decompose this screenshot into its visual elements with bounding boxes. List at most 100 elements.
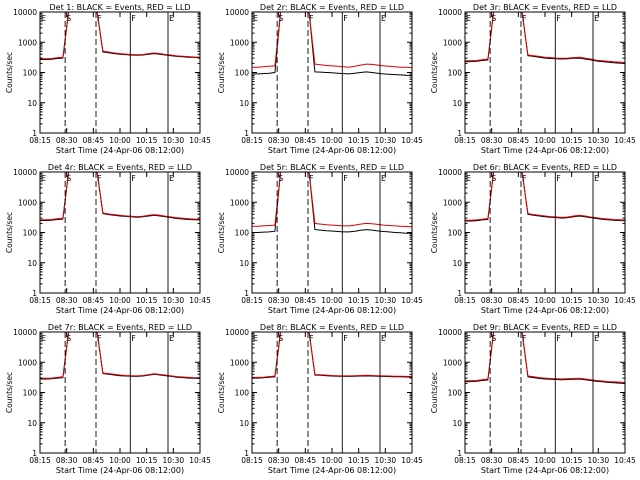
y-tick-label: 10 [27, 99, 37, 108]
plot-frame [251, 171, 413, 294]
marker-label: E [594, 14, 599, 23]
events-series-line [465, 11, 626, 64]
x-tick-label: 10:30 [375, 136, 397, 145]
x-axis-label: Start Time (24-Apr-06 08:12:00) [481, 306, 609, 315]
x-tick-label: 08:15 [29, 456, 51, 465]
marker-label: S [66, 14, 71, 23]
y-tick-label: 10000 [438, 8, 462, 17]
x-tick-label: 10:15 [348, 296, 370, 305]
x-tick-label: 10:00 [109, 136, 131, 145]
lld-series-line [252, 11, 413, 69]
y-axis-label: Counts/sec [430, 52, 439, 93]
y-tick-label: 1000 [230, 358, 249, 367]
y-tick-label: 10 [27, 419, 37, 428]
y-tick-label: 10000 [225, 168, 249, 177]
marker-label: F [97, 14, 102, 23]
x-tick-label: 10:00 [534, 136, 556, 145]
marker-label: F [309, 334, 314, 343]
y-tick-label: 100 [448, 69, 463, 78]
marker-label: F [343, 14, 348, 23]
marker-label: E [466, 14, 471, 23]
y-tick-label: 1 [32, 449, 37, 458]
lld-series-line [252, 171, 413, 228]
marker-label: E [169, 14, 174, 23]
marker-label: S [278, 334, 283, 343]
x-tick-label: 10:15 [561, 136, 583, 145]
x-tick-label: 08:15 [241, 296, 263, 305]
marker-label: S [491, 14, 496, 23]
plot-frame [464, 171, 626, 294]
x-axis-label: Start Time (24-Apr-06 08:12:00) [268, 466, 396, 475]
plot-frame [464, 11, 626, 134]
marker-label: E [41, 174, 46, 183]
plot-frame [39, 171, 201, 294]
lld-series-line [465, 171, 626, 221]
x-tick-label: 10:00 [109, 456, 131, 465]
x-tick-label: 10:15 [348, 136, 370, 145]
x-tick-label: 10:45 [614, 296, 636, 305]
panel-title: Det 3r: BLACK = Events, RED = LLD [473, 3, 617, 12]
marker-label: E [466, 174, 471, 183]
x-tick-label: 08:45 [508, 136, 530, 145]
x-tick-label: 08:15 [454, 136, 476, 145]
y-axis-label: Counts/sec [5, 52, 14, 93]
plot-frame [39, 331, 201, 454]
x-tick-label: 10:45 [614, 456, 636, 465]
y-axis-label: Counts/sec [430, 212, 439, 253]
marker-label: F [131, 334, 136, 343]
y-tick-label: 1 [457, 129, 462, 138]
y-tick-label: 10000 [438, 168, 462, 177]
y-tick-label: 1000 [18, 198, 37, 207]
marker-label: S [66, 174, 71, 183]
lld-series-line [252, 331, 412, 378]
marker-label: F [131, 174, 136, 183]
x-tick-label: 10:30 [588, 456, 610, 465]
y-axis-label: Counts/sec [217, 212, 226, 253]
y-tick-label: 1000 [443, 38, 462, 47]
y-tick-label: 1000 [230, 198, 249, 207]
lld-series-line [40, 331, 201, 379]
x-tick-label: 08:45 [83, 456, 105, 465]
x-tick-label: 08:45 [295, 296, 317, 305]
x-tick-label: 08:30 [56, 456, 78, 465]
y-tick-label: 100 [235, 229, 250, 238]
y-tick-label: 100 [448, 389, 463, 398]
y-tick-label: 10 [452, 259, 462, 268]
x-axis-label: Start Time (24-Apr-06 08:12:00) [481, 146, 609, 155]
y-tick-label: 10000 [225, 328, 249, 337]
y-axis-label: Counts/sec [217, 52, 226, 93]
x-tick-label: 10:30 [588, 136, 610, 145]
y-tick-label: 1 [244, 129, 249, 138]
marker-label: E [41, 14, 46, 23]
y-tick-label: 100 [448, 229, 463, 238]
x-tick-label: 08:30 [268, 296, 290, 305]
x-tick-label: 10:30 [588, 296, 610, 305]
x-tick-label: 10:15 [348, 456, 370, 465]
panel-title: Det 8r: BLACK = Events, RED = LLD [260, 323, 404, 332]
x-tick-label: 10:00 [321, 456, 343, 465]
marker-label: E [253, 174, 258, 183]
x-tick-label: 08:15 [241, 456, 263, 465]
y-tick-label: 10 [239, 99, 249, 108]
y-axis-label: Counts/sec [5, 212, 14, 253]
x-tick-label: 08:15 [29, 136, 51, 145]
plot-frame [464, 331, 626, 454]
y-tick-label: 1000 [18, 38, 37, 47]
x-tick-label: 10:15 [561, 456, 583, 465]
x-tick-label: 10:00 [321, 296, 343, 305]
panel-title: Det 6r: BLACK = Events, RED = LLD [473, 163, 617, 172]
marker-label: F [522, 334, 527, 343]
events-series-line [252, 171, 412, 234]
x-tick-label: 10:45 [401, 296, 423, 305]
x-axis-label: Start Time (24-Apr-06 08:12:00) [268, 146, 396, 155]
marker-label: E [466, 334, 471, 343]
marker-label: S [66, 334, 71, 343]
y-tick-label: 1000 [18, 358, 37, 367]
lld-series-line [40, 171, 201, 221]
x-tick-label: 08:30 [481, 456, 503, 465]
marker-label: F [522, 174, 527, 183]
